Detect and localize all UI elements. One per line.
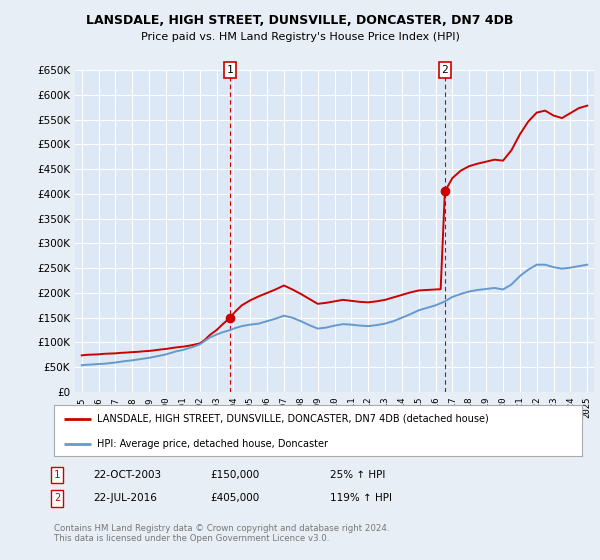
Text: Contains HM Land Registry data © Crown copyright and database right 2024.
This d: Contains HM Land Registry data © Crown c… bbox=[54, 524, 389, 543]
Text: 2: 2 bbox=[54, 493, 60, 503]
Text: 22-OCT-2003: 22-OCT-2003 bbox=[93, 470, 161, 480]
Text: £405,000: £405,000 bbox=[210, 493, 259, 503]
Text: 1: 1 bbox=[227, 65, 233, 75]
Text: £150,000: £150,000 bbox=[210, 470, 259, 480]
Text: 22-JUL-2016: 22-JUL-2016 bbox=[93, 493, 157, 503]
Text: 2: 2 bbox=[442, 65, 448, 75]
Text: HPI: Average price, detached house, Doncaster: HPI: Average price, detached house, Donc… bbox=[97, 438, 328, 449]
Text: 1: 1 bbox=[54, 470, 60, 480]
Text: Price paid vs. HM Land Registry's House Price Index (HPI): Price paid vs. HM Land Registry's House … bbox=[140, 32, 460, 42]
Text: LANSDALE, HIGH STREET, DUNSVILLE, DONCASTER, DN7 4DB: LANSDALE, HIGH STREET, DUNSVILLE, DONCAS… bbox=[86, 14, 514, 27]
Text: 119% ↑ HPI: 119% ↑ HPI bbox=[330, 493, 392, 503]
Text: LANSDALE, HIGH STREET, DUNSVILLE, DONCASTER, DN7 4DB (detached house): LANSDALE, HIGH STREET, DUNSVILLE, DONCAS… bbox=[97, 414, 489, 424]
Text: 25% ↑ HPI: 25% ↑ HPI bbox=[330, 470, 385, 480]
